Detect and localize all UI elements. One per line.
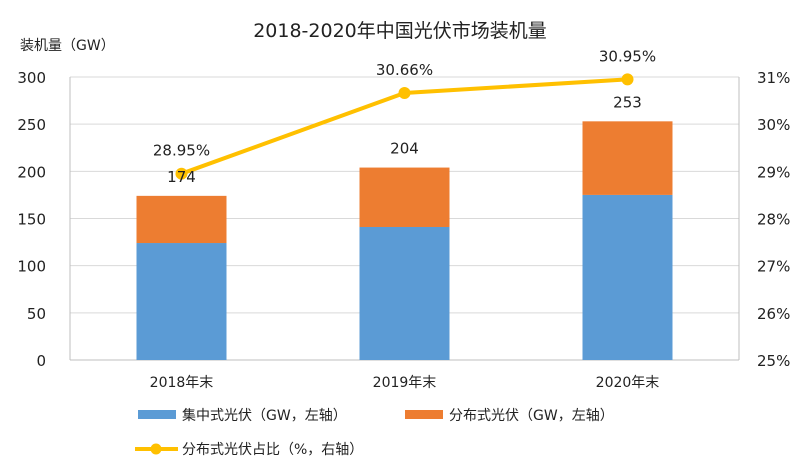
bar-centralized <box>582 194 673 360</box>
share-marker <box>398 87 411 100</box>
total-label: 204 <box>390 140 419 158</box>
total-label: 174 <box>167 168 196 186</box>
legend-swatch-share-marker <box>150 443 162 455</box>
x-tick-label: 2020年末 <box>596 375 660 391</box>
y2-tick-label: 28% <box>757 211 790 229</box>
y2-tick-label: 31% <box>757 69 790 87</box>
y2-tick-label: 27% <box>757 258 790 276</box>
bar-centralized <box>136 243 227 360</box>
bar-centralized <box>359 226 450 360</box>
x-tick-label: 2018年末 <box>150 375 214 391</box>
legend-swatch-centralized <box>138 410 176 419</box>
bar-distributed <box>359 167 450 227</box>
y-tick-label: 250 <box>17 116 46 134</box>
share-data-label: 30.95% <box>599 47 656 65</box>
y-tick-label: 150 <box>17 211 46 229</box>
y2-tick-label: 26% <box>757 305 790 323</box>
legend-swatch-distributed <box>405 410 443 419</box>
legend-label-centralized: 集中式光伏（GW，左轴） <box>182 407 347 424</box>
share-marker <box>621 73 634 86</box>
y2-tick-label: 25% <box>757 352 790 370</box>
legend: 集中式光伏（GW，左轴） 分布式光伏（GW，左轴） 分布式光伏占比（%，右轴） <box>135 407 614 458</box>
y-tick-label: 300 <box>17 69 46 87</box>
share-marker <box>175 167 188 180</box>
y-tick-label: 0 <box>36 352 46 370</box>
y-tick-label: 50 <box>27 305 46 323</box>
y2-tick-label: 30% <box>757 116 790 134</box>
bar-distributed <box>582 121 673 195</box>
chart-title: 2018-2020年中国光伏市场装机量 <box>253 20 547 42</box>
legend-label-distributed: 分布式光伏（GW，左轴） <box>449 408 614 424</box>
bar-distributed <box>136 195 227 244</box>
share-data-label: 30.66% <box>376 61 433 79</box>
y2-tick-label: 29% <box>757 163 790 181</box>
total-label: 253 <box>613 93 642 111</box>
legend-label-share: 分布式光伏占比（%，右轴） <box>182 442 363 458</box>
share-data-label: 28.95% <box>153 142 210 160</box>
x-tick-label: 2019年末 <box>373 375 437 391</box>
y-tick-label: 100 <box>17 258 46 276</box>
y-axis-label: 装机量（GW） <box>20 38 115 54</box>
y-tick-label: 200 <box>17 163 46 181</box>
